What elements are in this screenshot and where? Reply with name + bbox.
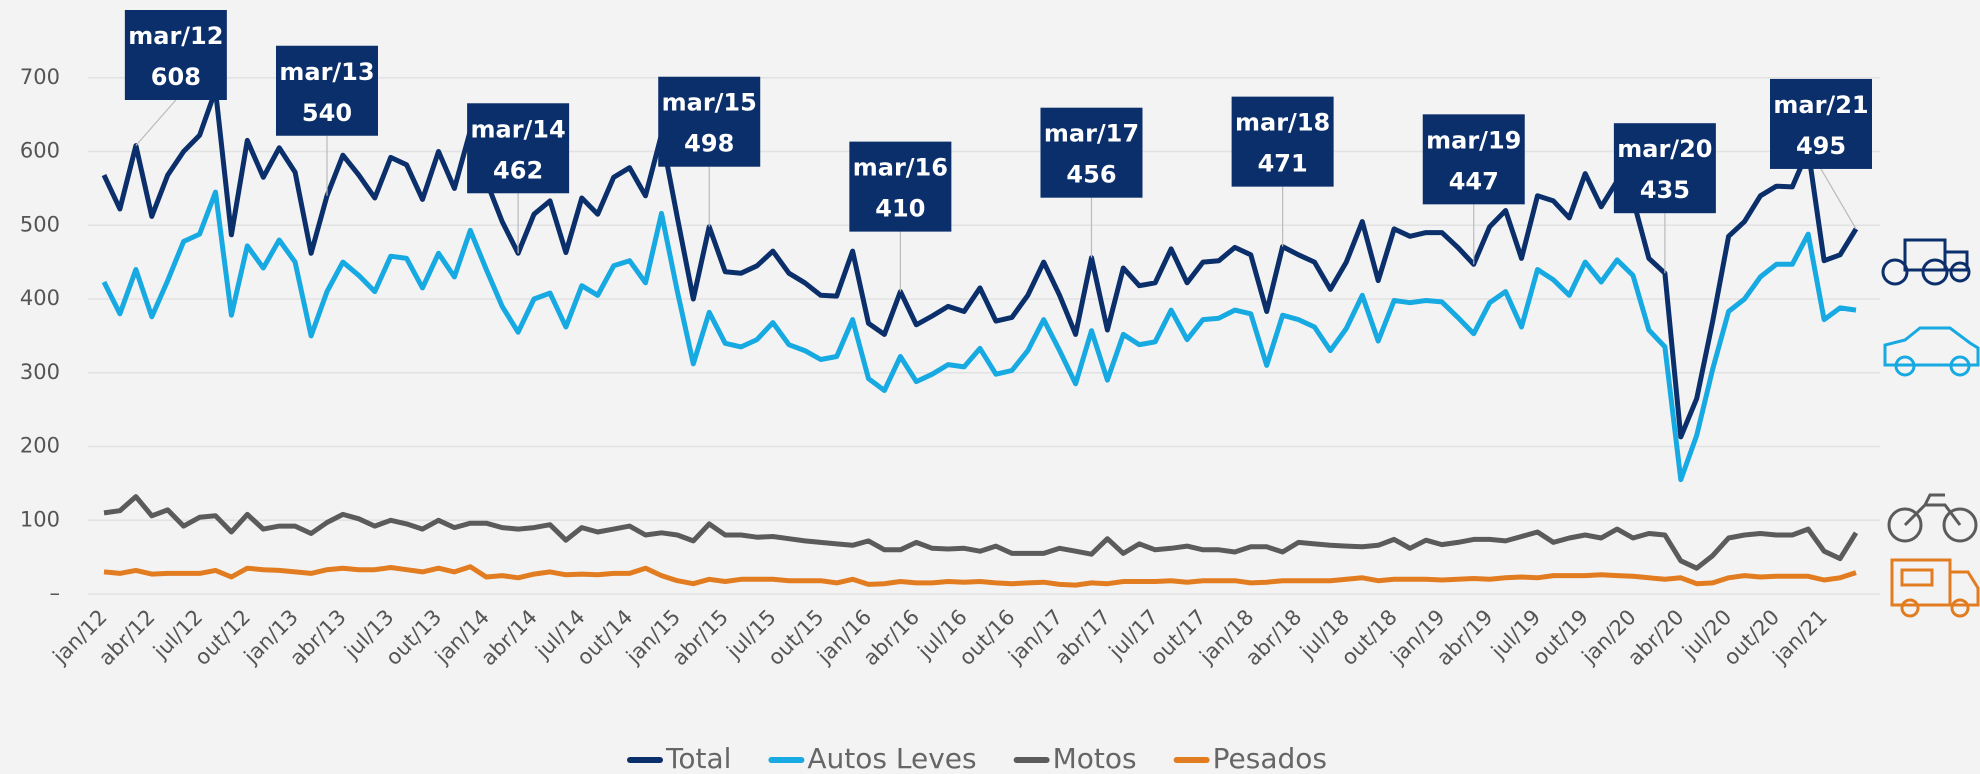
- x-tick-label: jan/21: [1768, 605, 1832, 669]
- annotation-box: [658, 76, 761, 167]
- annotation-value: 462: [493, 156, 543, 184]
- y-tick-label: 700: [20, 65, 60, 89]
- annotation-value: 471: [1258, 150, 1308, 178]
- annotation-value: 540: [302, 99, 352, 127]
- annotation-date: mar/20: [1617, 135, 1712, 163]
- annotation-date: mar/21: [1773, 91, 1868, 119]
- moto-icon: [1887, 493, 1978, 543]
- y-tick-label: 100: [20, 507, 60, 531]
- legend-label: Pesados: [1213, 742, 1327, 774]
- annotation-box: [1770, 78, 1872, 169]
- y-tick-label: 600: [20, 139, 60, 163]
- car-icon: [1883, 326, 1980, 377]
- series-line: [103, 494, 1859, 571]
- annotation-box: [124, 10, 227, 100]
- y-tick-label: –: [50, 581, 61, 605]
- annotation-date: mar/13: [279, 58, 374, 86]
- annotation-date: mar/16: [853, 154, 948, 182]
- icons: [1881, 238, 1980, 618]
- legend-label: Total: [665, 742, 731, 774]
- series-line: [101, 189, 1857, 483]
- van-icon: [1890, 558, 1980, 618]
- annotation-box: [1231, 96, 1334, 187]
- annotation-value: 498: [684, 130, 734, 158]
- total-icon: [1881, 238, 1971, 286]
- annotation-value: 435: [1640, 176, 1690, 204]
- annotation-date: mar/18: [1235, 109, 1330, 137]
- annotation-date: mar/15: [662, 89, 757, 117]
- series-line: [103, 564, 1857, 588]
- annotation-value: 495: [1796, 132, 1846, 160]
- y-tick-label: 500: [20, 212, 60, 236]
- y-tick-label: 400: [20, 286, 60, 310]
- annotation-value: 410: [875, 195, 925, 223]
- annotation-box: [849, 141, 952, 232]
- annotation-box: [1422, 114, 1525, 205]
- leader-line: [135, 99, 177, 146]
- annotation-date: mar/12: [128, 22, 223, 50]
- y-tick-label: 200: [20, 434, 60, 458]
- annotation-value: 608: [151, 63, 201, 91]
- annotation-box: [1613, 123, 1716, 214]
- y-tick-label: 300: [20, 360, 60, 384]
- annotation-box: [467, 103, 570, 194]
- annotation-box: [1040, 107, 1143, 198]
- annotation-date: mar/14: [471, 115, 566, 143]
- annotation-date: mar/19: [1426, 126, 1521, 154]
- annotation-date: mar/17: [1044, 120, 1139, 148]
- leader-line: [1820, 168, 1857, 230]
- legend-label: Autos Leves: [807, 742, 976, 774]
- annotation-box: [275, 45, 378, 136]
- annotation-value: 456: [1066, 161, 1116, 189]
- series-line: [101, 87, 1859, 440]
- legend-label: Motos: [1053, 742, 1137, 774]
- annotation-value: 447: [1449, 167, 1499, 195]
